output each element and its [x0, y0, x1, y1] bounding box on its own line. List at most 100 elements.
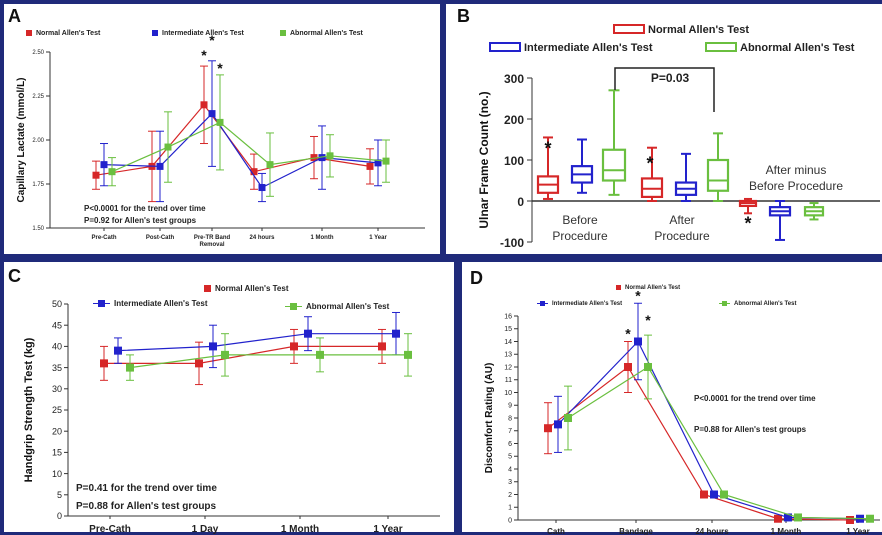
y-axis-title: Handgrip Strength Test (kg) — [23, 337, 35, 482]
y-tick-label: 40 — [52, 342, 62, 352]
y-axis-title: Discomfort Rating (AU) — [484, 363, 495, 474]
y-tick-label: 1 — [508, 505, 512, 512]
y-tick-label: 2.00 — [32, 138, 44, 144]
panel-letter-c: C — [8, 266, 21, 286]
group-label: Before Procedure — [749, 179, 843, 193]
significance-star: * — [544, 138, 551, 158]
data-point-abnormal — [164, 143, 172, 151]
legend-label-normal: Normal Allen's Test — [648, 24, 749, 36]
data-point-abnormal — [794, 513, 802, 522]
y-tick-label: 15 — [504, 326, 512, 333]
p-value-label: P=0.03 — [651, 71, 690, 85]
legend-marker-normal — [613, 24, 645, 34]
y-tick-label: 20 — [52, 426, 62, 436]
significance-star: * — [209, 32, 215, 48]
data-point-normal — [290, 342, 298, 351]
group-label: Before — [562, 213, 598, 227]
series-line-abnormal — [111, 121, 387, 173]
y-tick-label: 14 — [504, 339, 512, 346]
data-point-abnormal — [126, 363, 134, 372]
data-point-abnormal — [221, 350, 229, 359]
y-tick-label: 100 — [504, 154, 524, 168]
y-tick-label: 2 — [508, 492, 512, 499]
p-value-note: P=0.88 for Allen's test groups — [76, 501, 217, 512]
series-line-intermediate — [117, 333, 396, 352]
x-tick-label: Removal — [199, 242, 224, 248]
legend-label-normal: Normal Allen's Test — [36, 30, 101, 37]
significance-star: * — [744, 213, 751, 233]
legend-label-abnormal: Abnormal Allen's Test — [306, 302, 390, 311]
y-tick-label: 8 — [508, 415, 512, 422]
y-tick-label: 4 — [508, 466, 512, 473]
y-tick-label: -100 — [500, 236, 524, 250]
x-tick-label: Pre-TR Band — [194, 235, 231, 241]
y-tick-label: 2.25 — [32, 94, 44, 100]
x-tick-label: 1 Month — [281, 524, 319, 535]
data-point-abnormal — [644, 363, 652, 371]
data-point-intermediate — [304, 329, 312, 338]
y-tick-label: 300 — [504, 72, 524, 86]
y-tick-label: 6 — [508, 441, 512, 448]
y-tick-label: 12 — [504, 364, 512, 371]
panel-c-chart: 0 5 10 15 20 25 30 35 40 45 50 Pre-Cath 1 Day 1 Month… — [23, 284, 440, 535]
y-tick-label: 45 — [52, 320, 62, 330]
data-point-abnormal — [382, 157, 390, 165]
p-value-note: P=0.88 for Allen's test groups — [694, 425, 807, 434]
data-point-normal — [92, 171, 100, 179]
x-tick-label: 1 Month — [311, 235, 334, 241]
y-tick-label: 5 — [508, 454, 512, 461]
data-point-intermediate — [554, 420, 562, 429]
y-tick-label: 35 — [52, 363, 62, 373]
y-tick-label: 15 — [52, 448, 62, 458]
data-point-normal — [250, 168, 258, 176]
data-point-normal — [366, 162, 374, 170]
data-point-normal — [846, 516, 854, 524]
panel-letter-a: A — [8, 6, 21, 26]
significance-star: * — [201, 47, 207, 63]
y-tick-label: 11 — [505, 377, 512, 384]
data-point-abnormal — [108, 168, 116, 176]
data-point-intermediate — [209, 342, 217, 351]
x-tick-label: 24 hours — [249, 235, 275, 241]
data-point-intermediate — [784, 513, 792, 522]
y-tick-label: 25 — [52, 405, 62, 415]
legend-label-intermediate: Intermediate Allen's Test — [524, 42, 653, 54]
p-value-note: P<0.0001 for the trend over time — [84, 204, 206, 213]
y-tick-label: 9 — [508, 403, 512, 410]
y-tick-label: 30 — [52, 384, 62, 394]
y-tick-label: 1.50 — [32, 226, 44, 232]
x-tick-label: 1 Year — [846, 527, 869, 535]
y-tick-label: 0 — [517, 195, 524, 209]
legend-label-abnormal: Abnormal Allen's Test — [740, 42, 855, 54]
legend-label-normal: Normal Allen's Test — [215, 284, 289, 293]
group-label: After minus — [766, 163, 827, 177]
y-tick-label: 7 — [508, 428, 512, 435]
panel-letter-d: D — [470, 268, 483, 288]
legend-marker-abnormal — [705, 42, 737, 52]
data-point-normal — [700, 490, 708, 499]
legend-label-normal: Normal Allen's Test — [625, 285, 680, 291]
data-point-abnormal — [216, 118, 224, 126]
legend-label-intermediate: Intermediate Allen's Test — [162, 30, 244, 37]
y-tick-label: 0 — [508, 517, 512, 524]
data-point-intermediate — [114, 346, 122, 355]
legend-label-intermediate: Intermediate Allen's Test — [552, 301, 622, 307]
data-point-normal — [544, 424, 552, 433]
x-tick-label: 24 hours — [695, 527, 729, 535]
data-point-intermediate — [156, 162, 164, 170]
data-point-intermediate — [100, 161, 108, 169]
data-point-intermediate — [258, 184, 266, 192]
y-tick-label: 10 — [504, 390, 512, 397]
panel-d-bg — [462, 262, 882, 532]
p-value-note: P=0.92 for Allen's test groups — [84, 216, 197, 225]
data-point-abnormal — [316, 350, 324, 359]
group-label: Procedure — [552, 229, 608, 243]
significance-star: * — [635, 287, 641, 303]
y-tick-label: 1.75 — [32, 182, 44, 188]
x-tick-label: 1 Month — [771, 527, 802, 535]
y-tick-label: 16 — [504, 313, 512, 320]
box-abnormal — [601, 148, 627, 182]
data-point-normal — [624, 363, 632, 371]
